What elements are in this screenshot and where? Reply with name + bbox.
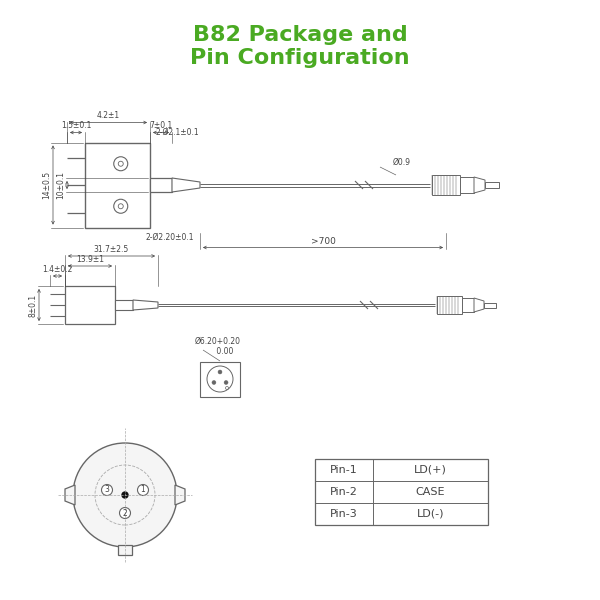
Text: Ø0.9: Ø0.9: [393, 158, 411, 167]
Polygon shape: [474, 298, 484, 312]
Bar: [462, 298, 474, 312]
Bar: [118, 545, 132, 555]
Text: 1: 1: [140, 485, 145, 494]
Text: 2-Ø2.20±0.1: 2-Ø2.20±0.1: [145, 232, 193, 241]
Circle shape: [122, 492, 128, 498]
Text: Pin-3: Pin-3: [330, 509, 358, 519]
Bar: [437, 296, 462, 314]
Text: Pin-1: Pin-1: [330, 465, 358, 475]
Text: CASE: CASE: [416, 487, 445, 497]
Text: Ø6.20+0.20
         0.00: Ø6.20+0.20 0.00: [195, 337, 241, 356]
Text: 1.4±0.2: 1.4±0.2: [43, 265, 73, 274]
Polygon shape: [133, 300, 158, 310]
Bar: [200, 361, 240, 397]
Text: Pin-2: Pin-2: [330, 487, 358, 497]
Circle shape: [137, 485, 149, 496]
Polygon shape: [474, 177, 485, 193]
Circle shape: [119, 508, 131, 518]
Bar: [460, 177, 474, 193]
Bar: [485, 182, 499, 188]
Text: 13.9±1: 13.9±1: [76, 255, 104, 264]
Text: 4.2±1: 4.2±1: [97, 112, 120, 121]
Text: 10±0.1: 10±0.1: [56, 171, 65, 199]
Bar: [484, 302, 496, 307]
Text: Pin Configuration: Pin Configuration: [190, 48, 410, 68]
Text: 3: 3: [104, 485, 109, 494]
Polygon shape: [175, 485, 185, 505]
Text: B82 Package and: B82 Package and: [193, 25, 407, 45]
Circle shape: [212, 380, 216, 385]
Bar: [150, 178, 172, 192]
Bar: [85, 142, 150, 227]
Text: 7±0.1: 7±0.1: [149, 121, 173, 130]
Text: LD(+): LD(+): [414, 465, 447, 475]
Text: 8±0.1: 8±0.1: [28, 293, 37, 317]
Circle shape: [101, 485, 113, 496]
Circle shape: [224, 380, 228, 385]
Text: >700: >700: [311, 236, 335, 245]
Bar: [115, 300, 133, 310]
Bar: [315, 459, 488, 525]
Text: 14±0.5: 14±0.5: [42, 171, 51, 199]
Circle shape: [218, 370, 222, 374]
Bar: [432, 175, 460, 195]
Polygon shape: [65, 485, 75, 505]
Bar: [65, 286, 115, 324]
Text: 2-Ø2.1±0.1: 2-Ø2.1±0.1: [155, 127, 199, 136]
Text: 1.5±0.1: 1.5±0.1: [61, 121, 91, 130]
Circle shape: [73, 443, 177, 547]
Polygon shape: [172, 178, 200, 192]
Text: LD(-): LD(-): [417, 509, 444, 519]
Text: 2: 2: [122, 509, 127, 517]
Text: 31.7±2.5: 31.7±2.5: [94, 245, 129, 254]
